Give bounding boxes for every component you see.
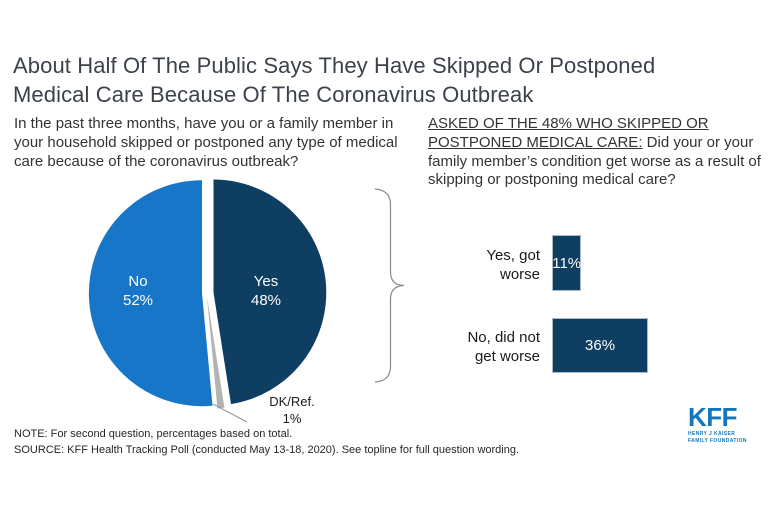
pie-label-dk-ref: DK/Ref. 1%: [269, 394, 315, 426]
bar-yes-got-worse: 11%: [552, 235, 582, 291]
pie-slice-dk-ref-: [206, 296, 225, 409]
source-text: SOURCE: KFF Health Tracking Poll (conduc…: [14, 444, 520, 456]
kff-logo-text: KFF: [688, 402, 738, 432]
pie-question-text: In the past three months, have you or a …: [14, 115, 398, 170]
kff-logo: KFF HENRY J KAISER FAMILY FOUNDATION: [688, 404, 758, 444]
bar-value-no-did-not-get-worse: 36%: [585, 337, 616, 354]
bar-category-yes-got-worse: Yes, got worse: [486, 247, 540, 283]
kff-logo-subtext-line1: HENRY J KAISER: [688, 431, 736, 437]
pie-label-yes: Yes 48%: [250, 273, 282, 309]
bar-no-did-not-get-worse: 36%: [552, 318, 649, 373]
bar-question-text: ASKED OF THE 48% WHO SKIPPED OR POSTPONE…: [428, 115, 762, 190]
bar-value-yes-got-worse: 11%: [552, 254, 582, 272]
dk-ref-leader-line: [212, 403, 248, 423]
page-title-line2: Medical Care Because Of The Coronavirus …: [13, 81, 534, 107]
note-text: NOTE: For second question, percentages b…: [14, 428, 293, 440]
bar-category-no-did-not-get-worse: No, did not get worse: [467, 329, 540, 365]
page-title: About Half Of The Public Says They Have …: [13, 52, 761, 109]
pie-label-no: No 52%: [122, 273, 154, 309]
bar-question-underlined-prefix: ASKED OF THE 48% WHO SKIPPED OR POSTPONE…: [428, 115, 709, 151]
page-title-line1: About Half Of The Public Says They Have …: [13, 53, 656, 78]
bar-question-rest: Did your or your family member’s conditi…: [428, 133, 761, 189]
kff-logo-subtext-line2: FAMILY FOUNDATION: [688, 438, 747, 444]
